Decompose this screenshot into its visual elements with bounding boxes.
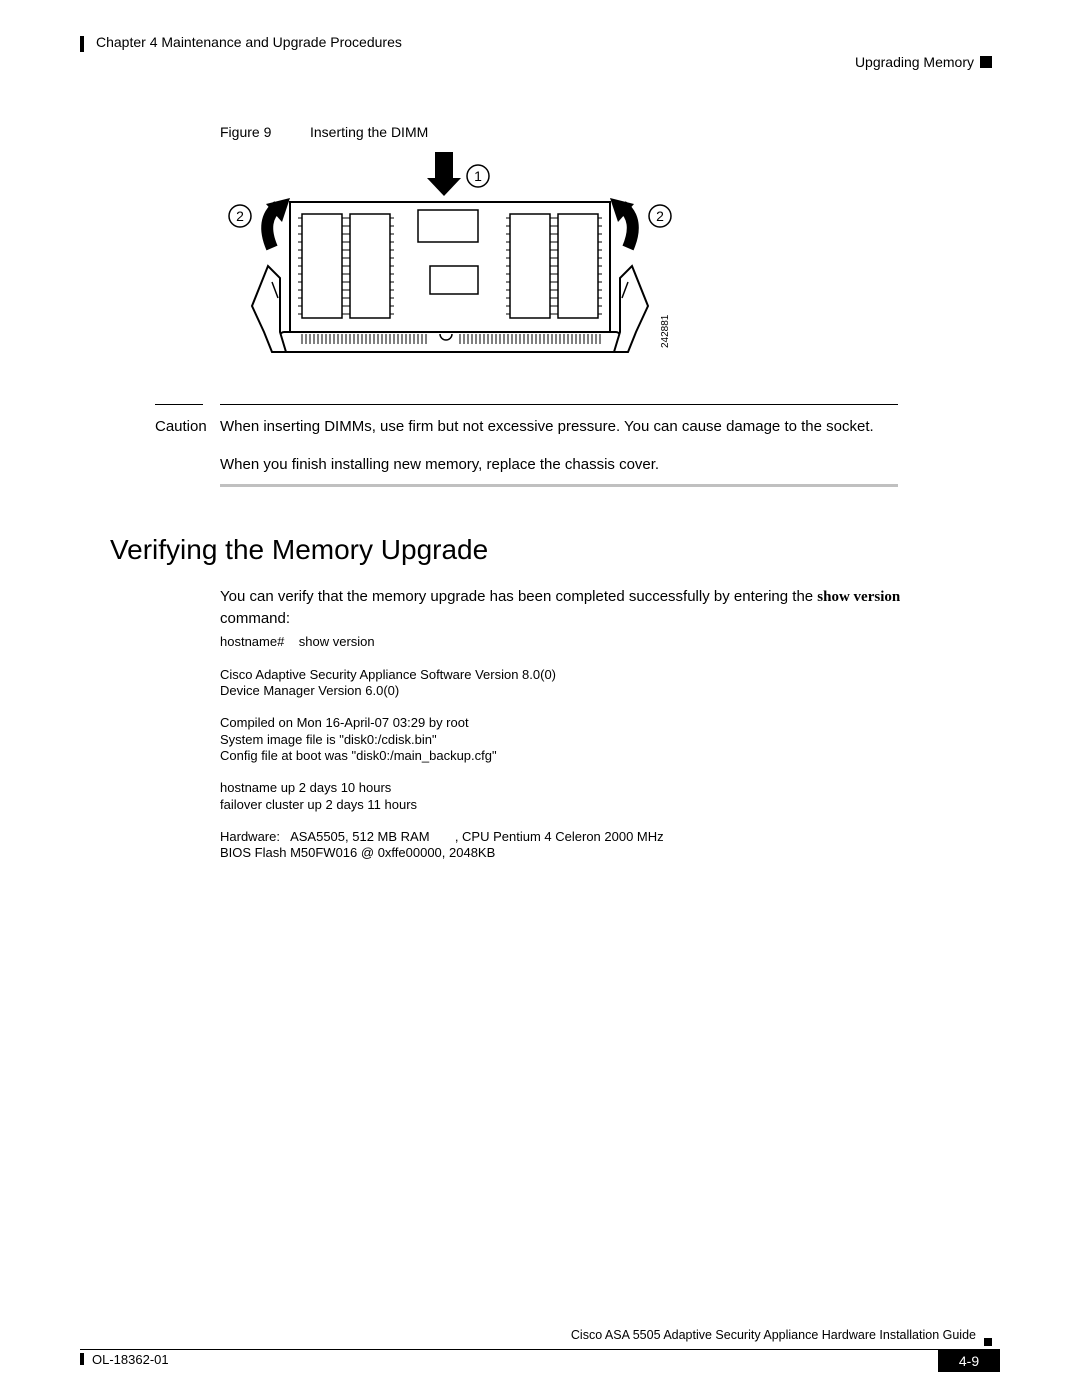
header-accent-bar [80,36,84,52]
caution-after-text: When you finish installing new memory, r… [220,456,659,473]
caution-label: Caution [155,418,207,435]
caution-bottom-rule [220,484,898,487]
svg-text:2: 2 [656,208,664,224]
dimm-diagram: 1 2 2 [220,148,680,368]
verify-intro-pre: You can verify that the memory upgrade h… [220,588,817,605]
left-lock-arrow-icon [266,198,290,248]
dimm-module [290,202,610,332]
footer-marker-icon [984,1338,992,1346]
terminal-output: hostname# show version Cisco Adaptive Se… [220,634,664,862]
right-lock-arrow-icon [610,198,634,248]
figure-label: Figure 9 [220,124,271,140]
callout-2-left: 2 [229,205,251,227]
verify-intro: You can verify that the memory upgrade h… [220,586,920,629]
art-id: 242881 [660,314,671,348]
footer-page-number: 4-9 [938,1350,1000,1372]
page: Chapter 4 Maintenance and Upgrade Proced… [0,0,1080,1397]
callout-2-right: 2 [649,205,671,227]
footer-title: Cisco ASA 5505 Adaptive Security Applian… [571,1328,976,1342]
header-marker-icon [980,56,992,68]
figure-title: Inserting the DIMM [310,124,428,140]
verify-intro-cmd: show version [817,589,900,605]
footer-rule [80,1349,1000,1350]
callout-1: 1 [467,165,489,187]
header-section: Upgrading Memory [855,54,974,70]
insert-arrow-icon [427,152,461,196]
footer-doc-id: OL-18362-01 [92,1352,169,1367]
svg-text:2: 2 [236,208,244,224]
section-heading: Verifying the Memory Upgrade [110,534,488,566]
verify-intro-post: command: [220,610,290,627]
caution-text: When inserting DIMMs, use firm but not e… [220,418,980,435]
svg-text:1: 1 [474,168,482,184]
caution-rule-short [155,404,203,405]
header-chapter: Chapter 4 Maintenance and Upgrade Proced… [96,34,402,50]
footer-accent-bar [80,1353,84,1365]
caution-rule-long [220,404,898,405]
